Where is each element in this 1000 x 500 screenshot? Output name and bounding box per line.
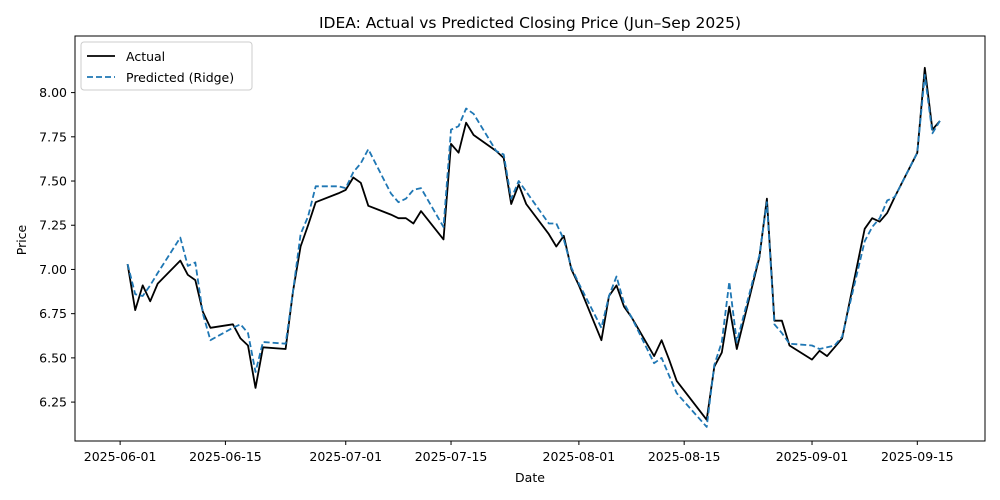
chart-title: IDEA: Actual vs Predicted Closing Price …	[319, 14, 741, 32]
y-tick-label: 7.00	[39, 262, 67, 277]
x-tick-label: 2025-09-15	[881, 449, 954, 464]
series-line-actual	[126, 66, 941, 421]
y-tick-label: 8.00	[39, 85, 67, 100]
y-tick-label: 6.50	[39, 350, 67, 365]
plot-frame	[74, 35, 986, 442]
y-axis: 6.25 6.50 6.75 7.00 7.25 7.50 7.75 8.00	[39, 85, 75, 410]
y-tick-label: 7.25	[39, 218, 67, 233]
y-tick-label: 7.75	[39, 129, 67, 144]
x-tick-label: 2025-08-01	[543, 449, 616, 464]
x-tick-label: 2025-09-01	[776, 449, 849, 464]
series-line-predicted	[126, 74, 941, 428]
legend-label-predicted: Predicted (Ridge)	[126, 70, 234, 85]
y-tick-label: 6.75	[39, 306, 67, 321]
x-tick-label: 2025-06-01	[84, 449, 157, 464]
x-tick-label: 2025-08-15	[648, 449, 721, 464]
legend-box	[80, 41, 253, 91]
x-axis: 2025-06-01 2025-06-15 2025-07-01 2025-07-15…	[84, 441, 954, 464]
legend: Actual Predicted (Ridge)	[80, 41, 253, 91]
y-axis-label: Price	[14, 224, 29, 255]
x-tick-label: 2025-07-15	[415, 449, 488, 464]
x-tick-label: 2025-07-01	[309, 449, 382, 464]
x-tick-label: 2025-06-15	[189, 449, 262, 464]
legend-label-actual: Actual	[126, 49, 165, 64]
y-tick-label: 7.50	[39, 174, 67, 189]
y-tick-label: 6.25	[39, 395, 67, 410]
plot-lines	[126, 66, 941, 428]
x-axis-label: Date	[515, 470, 545, 485]
